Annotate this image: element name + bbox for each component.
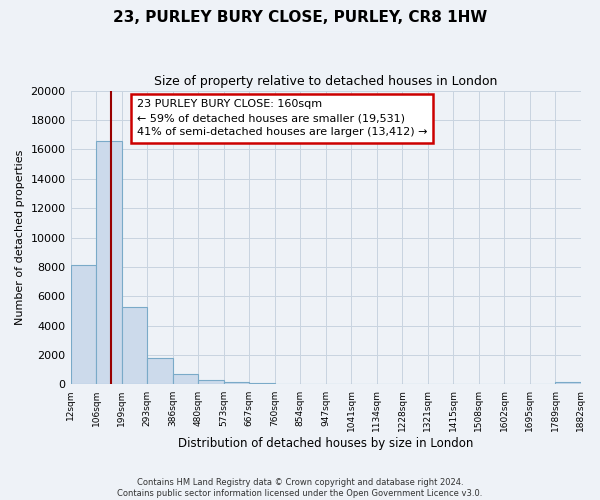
Bar xyxy=(555,382,581,384)
Bar xyxy=(224,382,249,384)
Title: Size of property relative to detached houses in London: Size of property relative to detached ho… xyxy=(154,75,497,88)
Bar xyxy=(71,266,96,384)
Bar xyxy=(147,358,173,384)
Bar xyxy=(249,383,275,384)
Y-axis label: Number of detached properties: Number of detached properties xyxy=(15,150,25,325)
Bar xyxy=(198,380,224,384)
Text: 23 PURLEY BURY CLOSE: 160sqm
← 59% of detached houses are smaller (19,531)
41% o: 23 PURLEY BURY CLOSE: 160sqm ← 59% of de… xyxy=(137,100,427,138)
Bar xyxy=(96,140,122,384)
Text: Contains HM Land Registry data © Crown copyright and database right 2024.
Contai: Contains HM Land Registry data © Crown c… xyxy=(118,478,482,498)
Bar xyxy=(122,306,147,384)
Text: 23, PURLEY BURY CLOSE, PURLEY, CR8 1HW: 23, PURLEY BURY CLOSE, PURLEY, CR8 1HW xyxy=(113,10,487,25)
X-axis label: Distribution of detached houses by size in London: Distribution of detached houses by size … xyxy=(178,437,473,450)
Bar xyxy=(173,374,198,384)
